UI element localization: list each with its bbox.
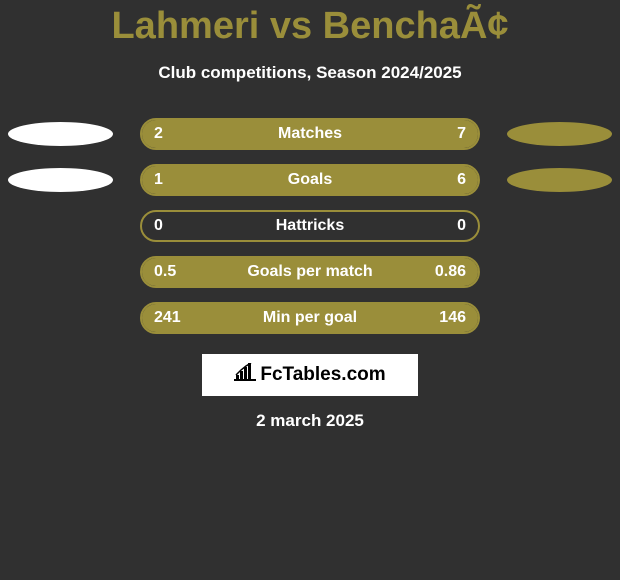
stat-row: 1Goals6 (0, 164, 620, 196)
logo-content: FcTables.com (234, 363, 385, 387)
stat-row: 241Min per goal146 (0, 302, 620, 334)
stat-label: Min per goal (142, 309, 478, 327)
stat-label: Matches (142, 125, 478, 143)
left-ellipse (8, 168, 113, 192)
comparison-widget: Lahmeri vs BenchaÃ¢ Club competitions, S… (0, 0, 620, 431)
stat-row: 2Matches7 (0, 118, 620, 150)
stat-bar: 2Matches7 (140, 118, 480, 150)
stat-bar: 0.5Goals per match0.86 (140, 256, 480, 288)
right-ellipse (507, 122, 612, 146)
page-title: Lahmeri vs BenchaÃ¢ (0, 5, 620, 48)
right-ellipse (507, 168, 612, 192)
stat-label: Goals (142, 171, 478, 189)
logo-text: FcTables.com (260, 364, 385, 386)
stat-bar: 0Hattricks0 (140, 210, 480, 242)
stat-bar: 241Min per goal146 (140, 302, 480, 334)
stat-label: Hattricks (142, 217, 478, 235)
stat-right-value: 146 (439, 309, 466, 327)
stat-label: Goals per match (142, 263, 478, 281)
stat-right-value: 0.86 (435, 263, 466, 281)
stat-right-value: 7 (457, 125, 466, 143)
stat-right-value: 0 (457, 217, 466, 235)
stat-right-value: 6 (457, 171, 466, 189)
logo-box[interactable]: FcTables.com (202, 354, 418, 396)
stat-bar: 1Goals6 (140, 164, 480, 196)
left-ellipse (8, 122, 113, 146)
stat-row: 0.5Goals per match0.86 (0, 256, 620, 288)
stats-container: 2Matches7 1Goals6 0Hattricks0 0.5Goals per … (0, 118, 620, 334)
date-label: 2 march 2025 (0, 411, 620, 431)
page-subtitle: Club competitions, Season 2024/2025 (0, 63, 620, 83)
stat-row: 0Hattricks0 (0, 210, 620, 242)
chart-icon (234, 363, 256, 387)
